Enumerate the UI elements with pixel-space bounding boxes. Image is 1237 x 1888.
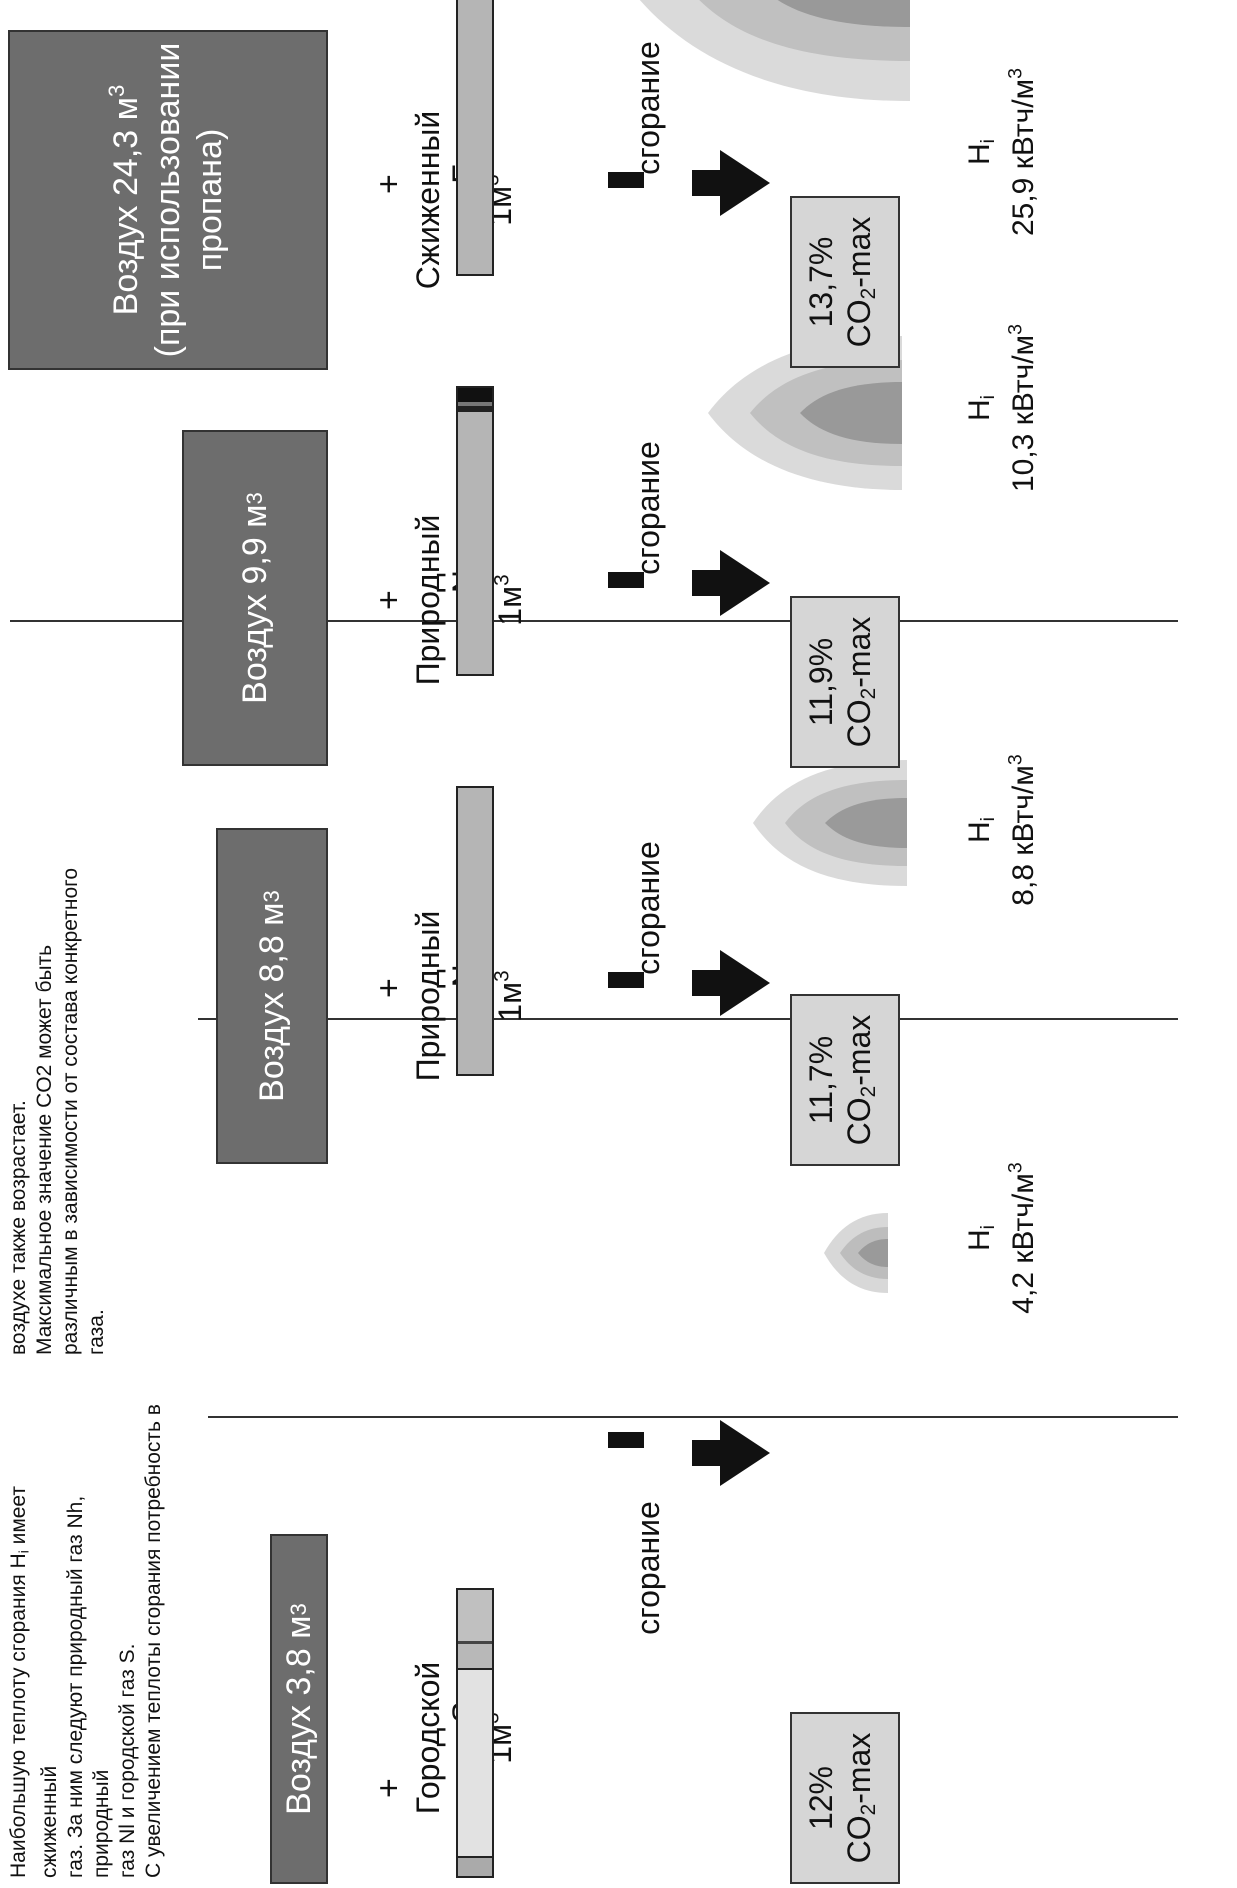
gas-composition-bar xyxy=(456,786,494,1076)
co2-label: CO2-max xyxy=(840,1732,881,1864)
co2-label: CO2-max xyxy=(840,1014,881,1146)
plus-sign: + xyxy=(370,174,408,194)
gas-composition-bar xyxy=(456,1588,494,1878)
intro-line: воздухе также возрастает. xyxy=(7,1100,30,1355)
air-box: Воздух 24,3 м3 (при использовании пропана) xyxy=(8,30,328,370)
combustion-arrow-icon xyxy=(692,950,770,1016)
intro-line: газ Nl и городской газ S. xyxy=(116,1643,140,1878)
heat-value: Hi 4,2 кВтч/м3 xyxy=(963,1162,1040,1314)
plus-sign: + xyxy=(370,1778,408,1798)
heat-value-text: 8,8 кВтч/м3 xyxy=(1004,754,1040,906)
combustion-arrow-icon xyxy=(692,1420,770,1486)
heat-value-text: 25,9 кВтч/м3 xyxy=(1004,67,1040,237)
flame-icon xyxy=(824,1213,888,1293)
co2-percent: 13,7% xyxy=(802,236,839,328)
flame-icon xyxy=(753,760,907,886)
combustion-label: сгорание xyxy=(630,841,666,975)
gas-composition-bar xyxy=(456,386,494,676)
co2-percent: 11,9% xyxy=(802,637,839,727)
intro-line: С увеличением теплоты сгорания потребнос… xyxy=(142,1404,166,1878)
co2-max-box: 13,7% CO2-max xyxy=(790,196,900,368)
combustion-arrow-icon xyxy=(692,550,770,616)
intro-line: Наибольшую теплоту сгорания Hi имеет сжи… xyxy=(7,1485,62,1878)
combustion-label: сгорание xyxy=(630,441,666,575)
combustion-label: сгорание xyxy=(630,1501,666,1635)
co2-label: CO2-max xyxy=(840,216,881,348)
intro-column-2: воздухе также возрастает. Максимальное з… xyxy=(6,855,110,1355)
heat-value: Hi 10,3 кВтч/м3 xyxy=(963,323,1040,493)
arrow-bar xyxy=(608,1432,644,1448)
co2-max-box: 11,9% CO2-max xyxy=(790,596,900,768)
intro-line: различным в зависимости от состава конкр… xyxy=(59,867,82,1355)
column-separator xyxy=(198,1018,1178,1020)
co2-label: CO2-max xyxy=(840,616,881,748)
co2-max-box: 12% CO2-max xyxy=(790,1712,900,1884)
combustion-arrow-icon xyxy=(692,150,770,216)
plus-sign: + xyxy=(370,978,408,998)
heat-value-text: 4,2 кВтч/м3 xyxy=(1004,1162,1040,1314)
intro-line: газ. За ним следуют природный газ Nh, пр… xyxy=(64,1495,114,1878)
gas-composition-bar xyxy=(456,0,494,276)
plus-sign: + xyxy=(370,590,408,610)
flame-icon xyxy=(626,0,910,101)
air-box-text: Воздух 24,3 м3 (при использовании пропана) xyxy=(103,42,229,358)
intro-line: газа. xyxy=(85,1309,108,1355)
intro-line: Максимальное значение CO2 может быть xyxy=(33,944,56,1355)
flame-icon xyxy=(708,336,902,490)
heat-value: Hi 25,9 кВтч/м3 xyxy=(963,67,1040,237)
co2-max-box: 11,7% CO2-max xyxy=(790,994,900,1166)
intro-column-1: Наибольшую теплоту сгорания Hi имеет сжи… xyxy=(6,1388,167,1878)
heat-value-text: 10,3 кВтч/м3 xyxy=(1004,323,1040,493)
co2-percent: 11,7% xyxy=(802,1035,839,1125)
co2-percent: 12% xyxy=(802,1765,839,1831)
heat-value: Hi 8,8 кВтч/м3 xyxy=(963,754,1040,906)
